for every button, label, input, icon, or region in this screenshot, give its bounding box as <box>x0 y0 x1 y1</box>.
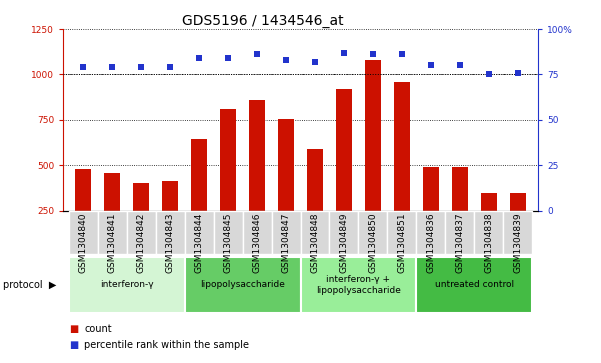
Bar <box>105 174 120 256</box>
Point <box>281 57 291 63</box>
FancyBboxPatch shape <box>156 211 185 254</box>
Text: ■: ■ <box>69 340 78 350</box>
Point <box>513 70 522 76</box>
FancyBboxPatch shape <box>272 211 300 254</box>
Bar <box>336 89 352 256</box>
FancyBboxPatch shape <box>69 257 185 313</box>
Point <box>79 64 88 70</box>
Point <box>426 62 436 68</box>
Text: GSM1304845: GSM1304845 <box>224 213 233 273</box>
Bar <box>162 180 178 256</box>
FancyBboxPatch shape <box>474 211 503 254</box>
Bar <box>510 193 526 256</box>
FancyBboxPatch shape <box>300 257 416 313</box>
Point <box>339 50 349 56</box>
Bar <box>481 193 496 256</box>
Point <box>165 64 175 70</box>
Text: percentile rank within the sample: percentile rank within the sample <box>84 340 249 350</box>
Bar <box>394 82 410 256</box>
Point <box>194 55 204 61</box>
FancyBboxPatch shape <box>185 257 300 313</box>
Bar <box>191 139 207 256</box>
Text: interferon-γ: interferon-γ <box>100 281 154 289</box>
Text: GSM1304849: GSM1304849 <box>340 213 349 273</box>
Text: GSM1304841: GSM1304841 <box>108 213 117 273</box>
FancyBboxPatch shape <box>300 211 329 254</box>
Text: GSM1304837: GSM1304837 <box>455 213 464 273</box>
Text: GSM1304847: GSM1304847 <box>281 213 290 273</box>
FancyBboxPatch shape <box>213 211 243 254</box>
Bar <box>133 183 149 256</box>
FancyBboxPatch shape <box>127 211 156 254</box>
FancyBboxPatch shape <box>388 211 416 254</box>
FancyBboxPatch shape <box>243 211 272 254</box>
Bar <box>278 119 294 256</box>
Text: interferon-γ +
lipopolysaccharide: interferon-γ + lipopolysaccharide <box>316 275 401 295</box>
Point <box>310 59 320 65</box>
Text: lipopolysaccharide: lipopolysaccharide <box>200 281 285 289</box>
Bar <box>220 109 236 256</box>
Text: GSM1304839: GSM1304839 <box>513 213 522 273</box>
Bar <box>75 169 91 256</box>
Point <box>108 64 117 70</box>
FancyBboxPatch shape <box>69 211 98 254</box>
Text: GSM1304840: GSM1304840 <box>79 213 88 273</box>
Text: GSM1304836: GSM1304836 <box>426 213 435 273</box>
Point <box>224 55 233 61</box>
Point <box>397 52 407 57</box>
Text: GSM1304842: GSM1304842 <box>137 213 146 273</box>
Point <box>368 52 377 57</box>
Text: count: count <box>84 323 112 334</box>
Bar <box>307 149 323 256</box>
FancyBboxPatch shape <box>185 211 213 254</box>
FancyBboxPatch shape <box>503 211 532 254</box>
Text: GSM1304838: GSM1304838 <box>484 213 493 273</box>
Bar <box>365 60 381 256</box>
Point <box>455 62 465 68</box>
Text: protocol  ▶: protocol ▶ <box>3 280 56 290</box>
FancyBboxPatch shape <box>416 211 445 254</box>
Text: GSM1304848: GSM1304848 <box>311 213 320 273</box>
Text: GSM1304844: GSM1304844 <box>195 213 204 273</box>
Text: ■: ■ <box>69 323 78 334</box>
Text: GSM1304850: GSM1304850 <box>368 213 377 273</box>
FancyBboxPatch shape <box>358 211 388 254</box>
Text: GSM1304843: GSM1304843 <box>166 213 175 273</box>
Point <box>136 64 146 70</box>
Text: untreated control: untreated control <box>435 281 514 289</box>
FancyBboxPatch shape <box>445 211 474 254</box>
FancyBboxPatch shape <box>329 211 358 254</box>
Text: GSM1304846: GSM1304846 <box>252 213 261 273</box>
Bar <box>452 167 468 256</box>
Text: GSM1304851: GSM1304851 <box>397 213 406 273</box>
Bar <box>249 100 265 256</box>
FancyBboxPatch shape <box>98 211 127 254</box>
FancyBboxPatch shape <box>416 257 532 313</box>
Point <box>252 52 262 57</box>
Bar <box>423 167 439 256</box>
Point <box>484 72 493 77</box>
Title: GDS5196 / 1434546_at: GDS5196 / 1434546_at <box>182 14 343 28</box>
